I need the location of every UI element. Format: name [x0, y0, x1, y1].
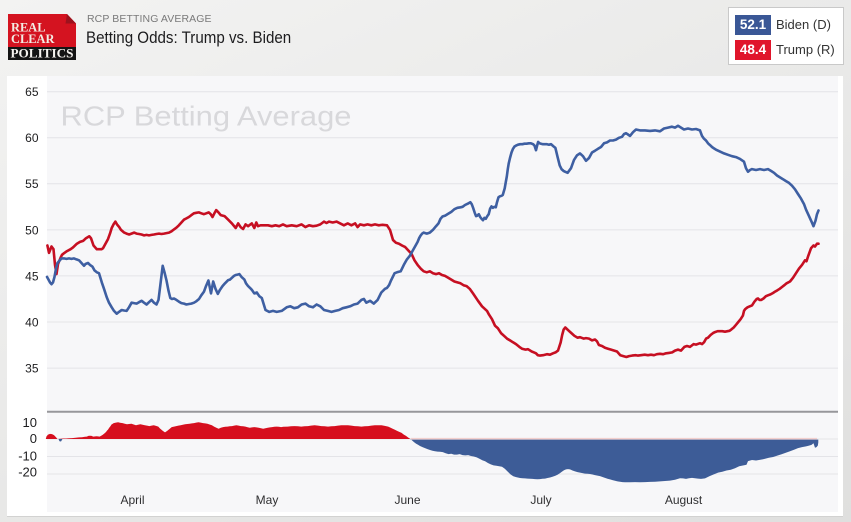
svg-text:REAL: REAL	[11, 20, 46, 34]
svg-text:0: 0	[30, 431, 37, 446]
svg-text:10: 10	[23, 415, 37, 430]
svg-text:45: 45	[25, 269, 39, 283]
svg-text:POLITICS: POLITICS	[11, 46, 74, 60]
svg-text:June: June	[394, 493, 420, 507]
svg-text:65: 65	[25, 85, 39, 99]
svg-text:August: August	[665, 493, 703, 507]
svg-text:-20: -20	[18, 464, 37, 479]
svg-text:50: 50	[25, 223, 39, 237]
svg-text:July: July	[530, 493, 551, 507]
svg-text:April: April	[120, 493, 144, 507]
svg-text:35: 35	[25, 362, 39, 376]
svg-text:CLEAR: CLEAR	[11, 32, 55, 46]
svg-text:May: May	[256, 493, 279, 507]
svg-text:-10: -10	[18, 449, 37, 464]
svg-text:RCP Betting Average: RCP Betting Average	[61, 101, 352, 132]
svg-text:40: 40	[25, 315, 39, 329]
svg-text:55: 55	[25, 177, 39, 191]
svg-text:60: 60	[25, 131, 39, 145]
